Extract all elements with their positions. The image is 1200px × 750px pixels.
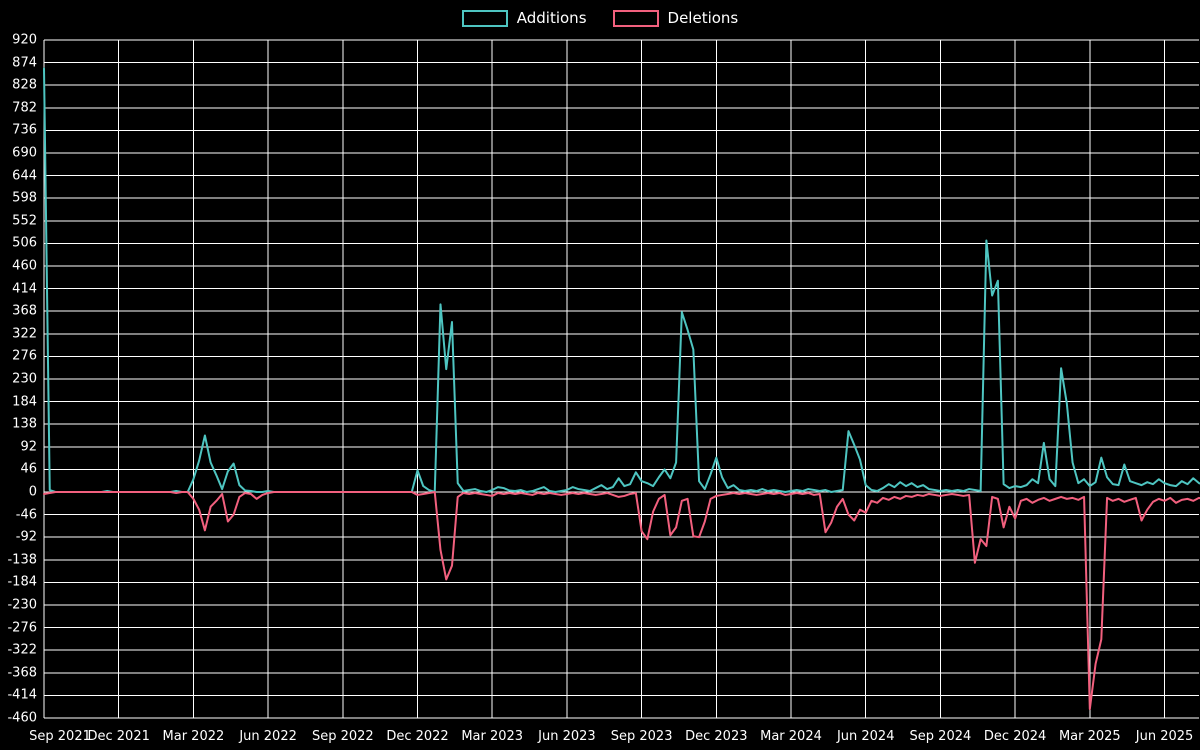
- y-axis-tick-label: 368: [12, 303, 37, 319]
- y-axis-tick-label: 644: [12, 168, 37, 184]
- x-axis-tick-label: Mar 2024: [760, 729, 822, 744]
- y-axis-tick-label: -322: [7, 642, 37, 658]
- y-axis-tick-label: 460: [12, 258, 37, 274]
- y-axis-tick-label: -414: [7, 687, 37, 703]
- y-axis-tick-label: 92: [20, 439, 37, 455]
- y-axis-tick-label: 0: [28, 484, 37, 500]
- y-axis-tick-label: 46: [20, 461, 37, 477]
- y-axis-tick-label: 874: [12, 55, 37, 71]
- x-axis-tick-label: Dec 2022: [386, 729, 449, 744]
- x-axis-tick-label: Dec 2021: [87, 729, 150, 744]
- y-axis-tick-label: 920: [12, 32, 37, 48]
- y-axis-tick-label: 414: [12, 281, 37, 297]
- chart-legend: Additions Deletions: [0, 0, 1200, 36]
- legend-item-additions[interactable]: Additions: [461, 9, 587, 27]
- x-axis-tick-label: Jun 2022: [239, 729, 297, 744]
- x-axis-tick-label: Mar 2022: [162, 729, 225, 744]
- y-axis-tick-label: 782: [12, 100, 37, 116]
- x-axis-tick-label: Mar 2023: [461, 729, 524, 744]
- y-axis-tick-label: 322: [12, 326, 37, 342]
- y-axis-tick-label: -184: [7, 574, 37, 590]
- x-axis-tick-label: Dec 2023: [685, 729, 748, 744]
- legend-label-deletions: Deletions: [667, 9, 739, 27]
- y-axis-tick-label: 506: [12, 235, 37, 251]
- y-axis-tick-label: -92: [15, 529, 37, 545]
- x-axis-tick-label: Sep 2022: [311, 729, 374, 744]
- x-axis-tick-label: Sep 2021: [29, 729, 91, 744]
- y-axis-tick-label: 828: [12, 77, 37, 93]
- y-axis-tick-label: 230: [12, 371, 37, 387]
- x-axis-tick-label: Sep 2023: [610, 729, 673, 744]
- y-axis-tick-label: 184: [12, 394, 37, 410]
- y-axis-tick-label: 736: [12, 122, 37, 138]
- x-axis-tick-label: Sep 2024: [909, 729, 972, 744]
- x-axis-tick-label: Dec 2024: [983, 729, 1047, 744]
- x-axis-tick-label: Mar 2025: [1058, 729, 1121, 744]
- legend-item-deletions[interactable]: Deletions: [612, 9, 739, 27]
- y-axis-tick-label: -460: [7, 710, 37, 726]
- legend-swatch-deletions: [612, 9, 659, 27]
- x-axis-tick-label: Jun 2024: [836, 729, 895, 744]
- x-axis-tick-label: Jun 2025: [1135, 729, 1194, 744]
- y-axis-tick-label: -368: [7, 665, 37, 681]
- y-axis-tick-label: -230: [7, 597, 37, 613]
- y-axis-tick-label: 276: [12, 348, 37, 364]
- legend-label-additions: Additions: [516, 9, 587, 27]
- y-axis-tick-label: 138: [12, 416, 37, 432]
- y-axis-tick-label: 690: [12, 145, 37, 161]
- y-axis-tick-label: 552: [12, 213, 37, 229]
- x-axis-tick-label: Jun 2023: [538, 729, 596, 744]
- legend-swatch-additions: [461, 9, 508, 27]
- y-axis-tick-label: -138: [7, 552, 37, 568]
- y-axis-tick-label: -276: [7, 620, 37, 636]
- y-axis-tick-label: -46: [15, 507, 37, 523]
- y-axis-tick-label: 598: [12, 190, 37, 206]
